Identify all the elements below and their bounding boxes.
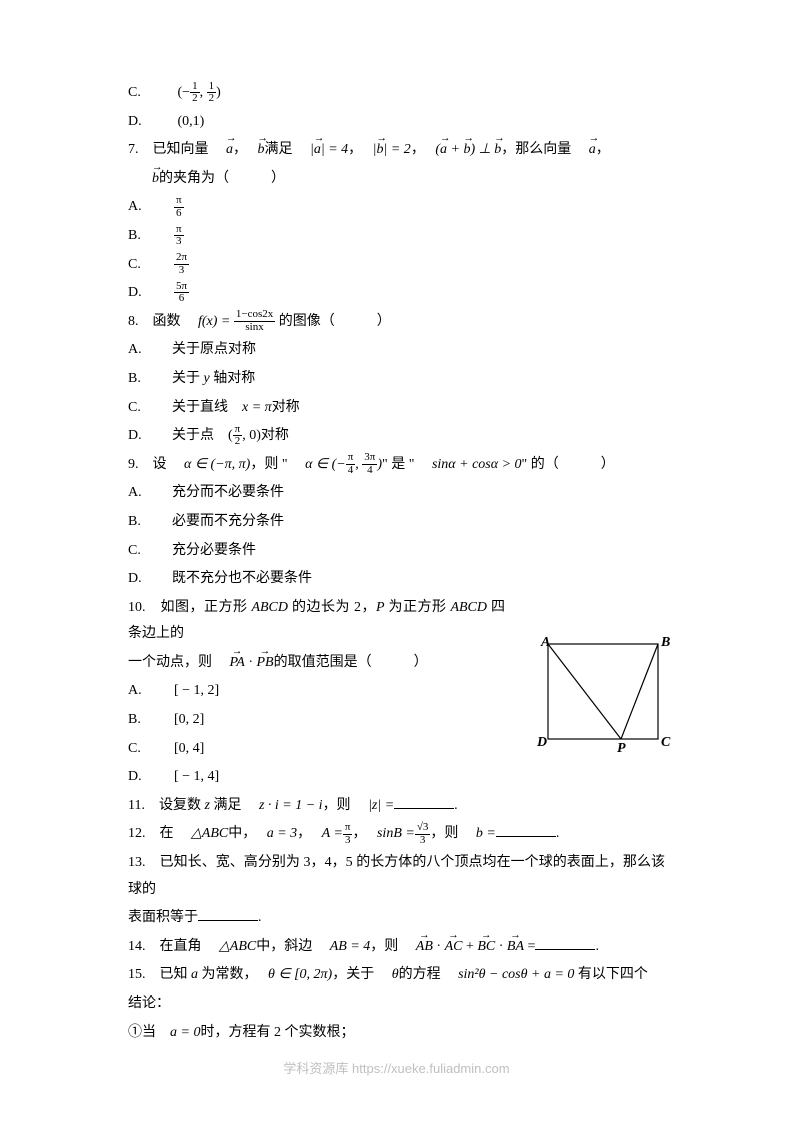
- fill-blank: [198, 907, 258, 921]
- q6-option-d: D. (0,1): [128, 109, 665, 136]
- q9-option-b: B. 必要而不充分条件: [128, 509, 665, 536]
- q15-item-1: ①当 a = 0时，方程有 2 个实数根；: [128, 1020, 665, 1047]
- figure-label-c: C: [661, 735, 671, 750]
- q7-option-d: D.5π6: [128, 280, 665, 307]
- q9-stem: 9. 设 α ∈ (−π, π)，则 " α ∈ (−π4, 3π4)" 是 "…: [128, 452, 665, 479]
- q8-stem: 8. 函数 f(x) = 1−cos2xsinx 的图像（ ）: [128, 309, 665, 336]
- fill-blank: [535, 936, 595, 950]
- q11-stem: 11. 设复数 z 满足 z · i = 1 − i，则 |z| =.: [128, 793, 665, 820]
- q6-option-c: C. (−12, 12): [128, 80, 665, 107]
- q7-stem: 7. 已知向量 a， b满足 |a| = 4， |b| = 2， (a + b)…: [128, 137, 665, 164]
- q9-option-d: D. 既不充分也不必要条件: [128, 566, 665, 593]
- q12-stem: 12. 在 △ABC中， a = 3， A =π3， sinB =√33，则 b…: [128, 821, 665, 848]
- q15-stem-line2: 结论：: [128, 991, 665, 1018]
- q14-stem: 14. 在直角 △ABC中，斜边 AB = 4，则 AB · AC + BC ·…: [128, 934, 665, 961]
- q7-stem-line2: b的夹角为（ ）: [128, 166, 665, 193]
- q8-option-a: A. 关于原点对称: [128, 337, 665, 364]
- option-label: C.: [128, 80, 158, 107]
- figure-label-p: P: [617, 741, 626, 754]
- q13-stem-line2: 表面积等于.: [128, 905, 665, 932]
- watermark: 学科资源库 https://xueke.fuliadmin.com: [0, 1057, 793, 1082]
- q8-option-b: B. 关于 y 轴对称: [128, 366, 665, 393]
- option-label: D.: [128, 109, 158, 136]
- q7-option-b: B.π3: [128, 223, 665, 250]
- q9-option-c: C. 充分必要条件: [128, 538, 665, 565]
- q10-option-d: D.[ − 1, 4]: [128, 764, 665, 791]
- figure-label-a: A: [540, 635, 550, 650]
- fill-blank: [394, 795, 454, 809]
- figure-label-b: B: [660, 635, 670, 650]
- q9-option-a: A. 充分而不必要条件: [128, 480, 665, 507]
- q8-option-c: C. 关于直线 x = π对称: [128, 395, 665, 422]
- q13-stem: 13. 已知长、宽、高分别为 3，4，5 的长方体的八个顶点均在一个球的表面上，…: [128, 850, 665, 903]
- figure-label-d: D: [536, 735, 547, 750]
- option-value: (−12, 12): [178, 80, 221, 107]
- q15-stem: 15. 已知 a 为常数， θ ∈ [0, 2π)，关于 θ的方程 sin²θ …: [128, 962, 665, 989]
- option-value: (0,1): [178, 109, 205, 136]
- q7-option-a: A.π6: [128, 194, 665, 221]
- q10-figure: A B C D P: [533, 634, 673, 754]
- q7-option-c: C.2π3: [128, 252, 665, 279]
- q8-option-d: D. 关于点 (π2, 0)对称: [128, 423, 665, 450]
- fill-blank: [496, 823, 556, 837]
